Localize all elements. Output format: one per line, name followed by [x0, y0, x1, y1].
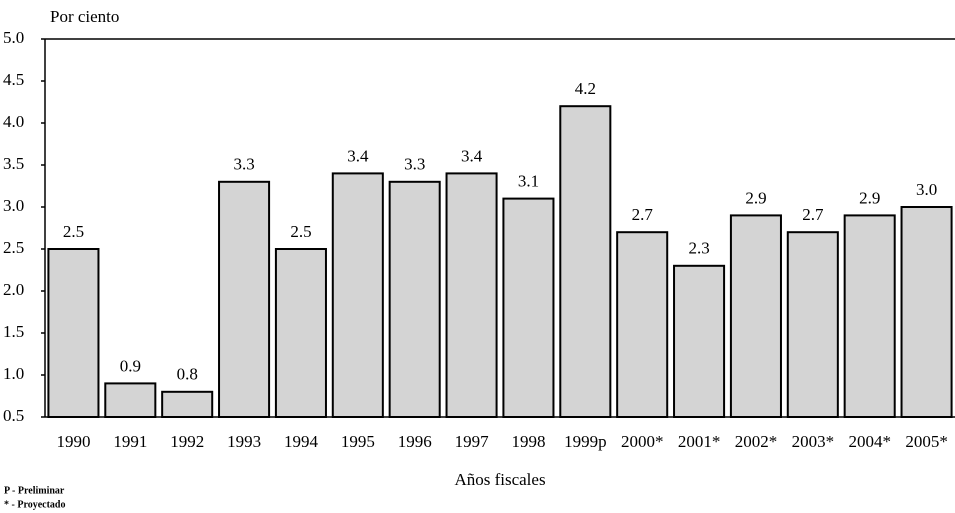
x-tick-label: 2000*: [621, 432, 664, 451]
bar: [616, 231, 669, 418]
y-tick-label: 3.5: [3, 154, 24, 173]
x-tick-label: 1991: [113, 432, 147, 451]
x-tick-label: 2002*: [735, 432, 778, 451]
y-axis-label: Por ciento: [50, 7, 119, 26]
bar: [900, 206, 953, 418]
data-label: 2.5: [63, 222, 84, 241]
y-tick-label: 4.0: [3, 112, 24, 131]
bar: [47, 248, 100, 418]
data-label: 3.4: [347, 146, 369, 165]
x-tick-label: 2004*: [848, 432, 891, 451]
data-label: 3.4: [461, 146, 483, 165]
x-axis-label: Años fiscales: [454, 470, 545, 489]
data-label: 3.3: [233, 155, 254, 174]
x-tick-label: 2001*: [678, 432, 721, 451]
bar: [729, 214, 782, 418]
x-tick-label: 1994: [284, 432, 319, 451]
x-tick-label: 1996: [398, 432, 432, 451]
x-tick-label: 1993: [227, 432, 261, 451]
footnote: * - Proyectado: [4, 499, 65, 510]
y-tick-label: 0.5: [3, 406, 24, 425]
y-tick-label: 2.5: [3, 238, 24, 257]
y-tick-label: 5.0: [3, 28, 24, 47]
data-label: 2.3: [688, 239, 709, 258]
x-tick-label: 1995: [341, 432, 375, 451]
bar: [559, 105, 612, 418]
bar: [161, 390, 214, 418]
x-tick-label: 1999p: [564, 432, 607, 451]
y-tick-label: 3.0: [3, 196, 24, 215]
data-label: 3.1: [518, 172, 539, 191]
bar: [104, 382, 157, 418]
data-label: 3.0: [916, 180, 937, 199]
bar: [274, 248, 327, 418]
bar: [331, 172, 384, 418]
data-label: 2.5: [290, 222, 311, 241]
bar: [843, 214, 896, 418]
bar: [388, 180, 441, 418]
data-label: 2.9: [859, 188, 880, 207]
data-label: 2.9: [745, 188, 766, 207]
data-label: 2.7: [632, 205, 654, 224]
bar: [673, 264, 726, 418]
x-tick-label: 1990: [56, 432, 90, 451]
bar: [502, 197, 555, 418]
x-tick-label: 1992: [170, 432, 204, 451]
x-tick-label: 1997: [455, 432, 490, 451]
bar: [218, 180, 271, 418]
x-tick-label: 1998: [511, 432, 545, 451]
bar: [445, 172, 498, 418]
data-label: 2.7: [802, 205, 824, 224]
data-label: 3.3: [404, 155, 425, 174]
bar: [786, 231, 839, 418]
y-tick-label: 1.0: [3, 364, 24, 383]
y-tick-label: 2.0: [3, 280, 24, 299]
x-tick-label: 2003*: [792, 432, 835, 451]
y-tick-label: 4.5: [3, 70, 24, 89]
footnote: P - Preliminar: [4, 485, 65, 496]
x-tick-label: 2005*: [905, 432, 948, 451]
y-tick-label: 1.5: [3, 322, 24, 341]
data-label: 4.2: [575, 79, 596, 98]
data-label: 0.8: [177, 365, 198, 384]
data-label: 0.9: [120, 356, 141, 375]
